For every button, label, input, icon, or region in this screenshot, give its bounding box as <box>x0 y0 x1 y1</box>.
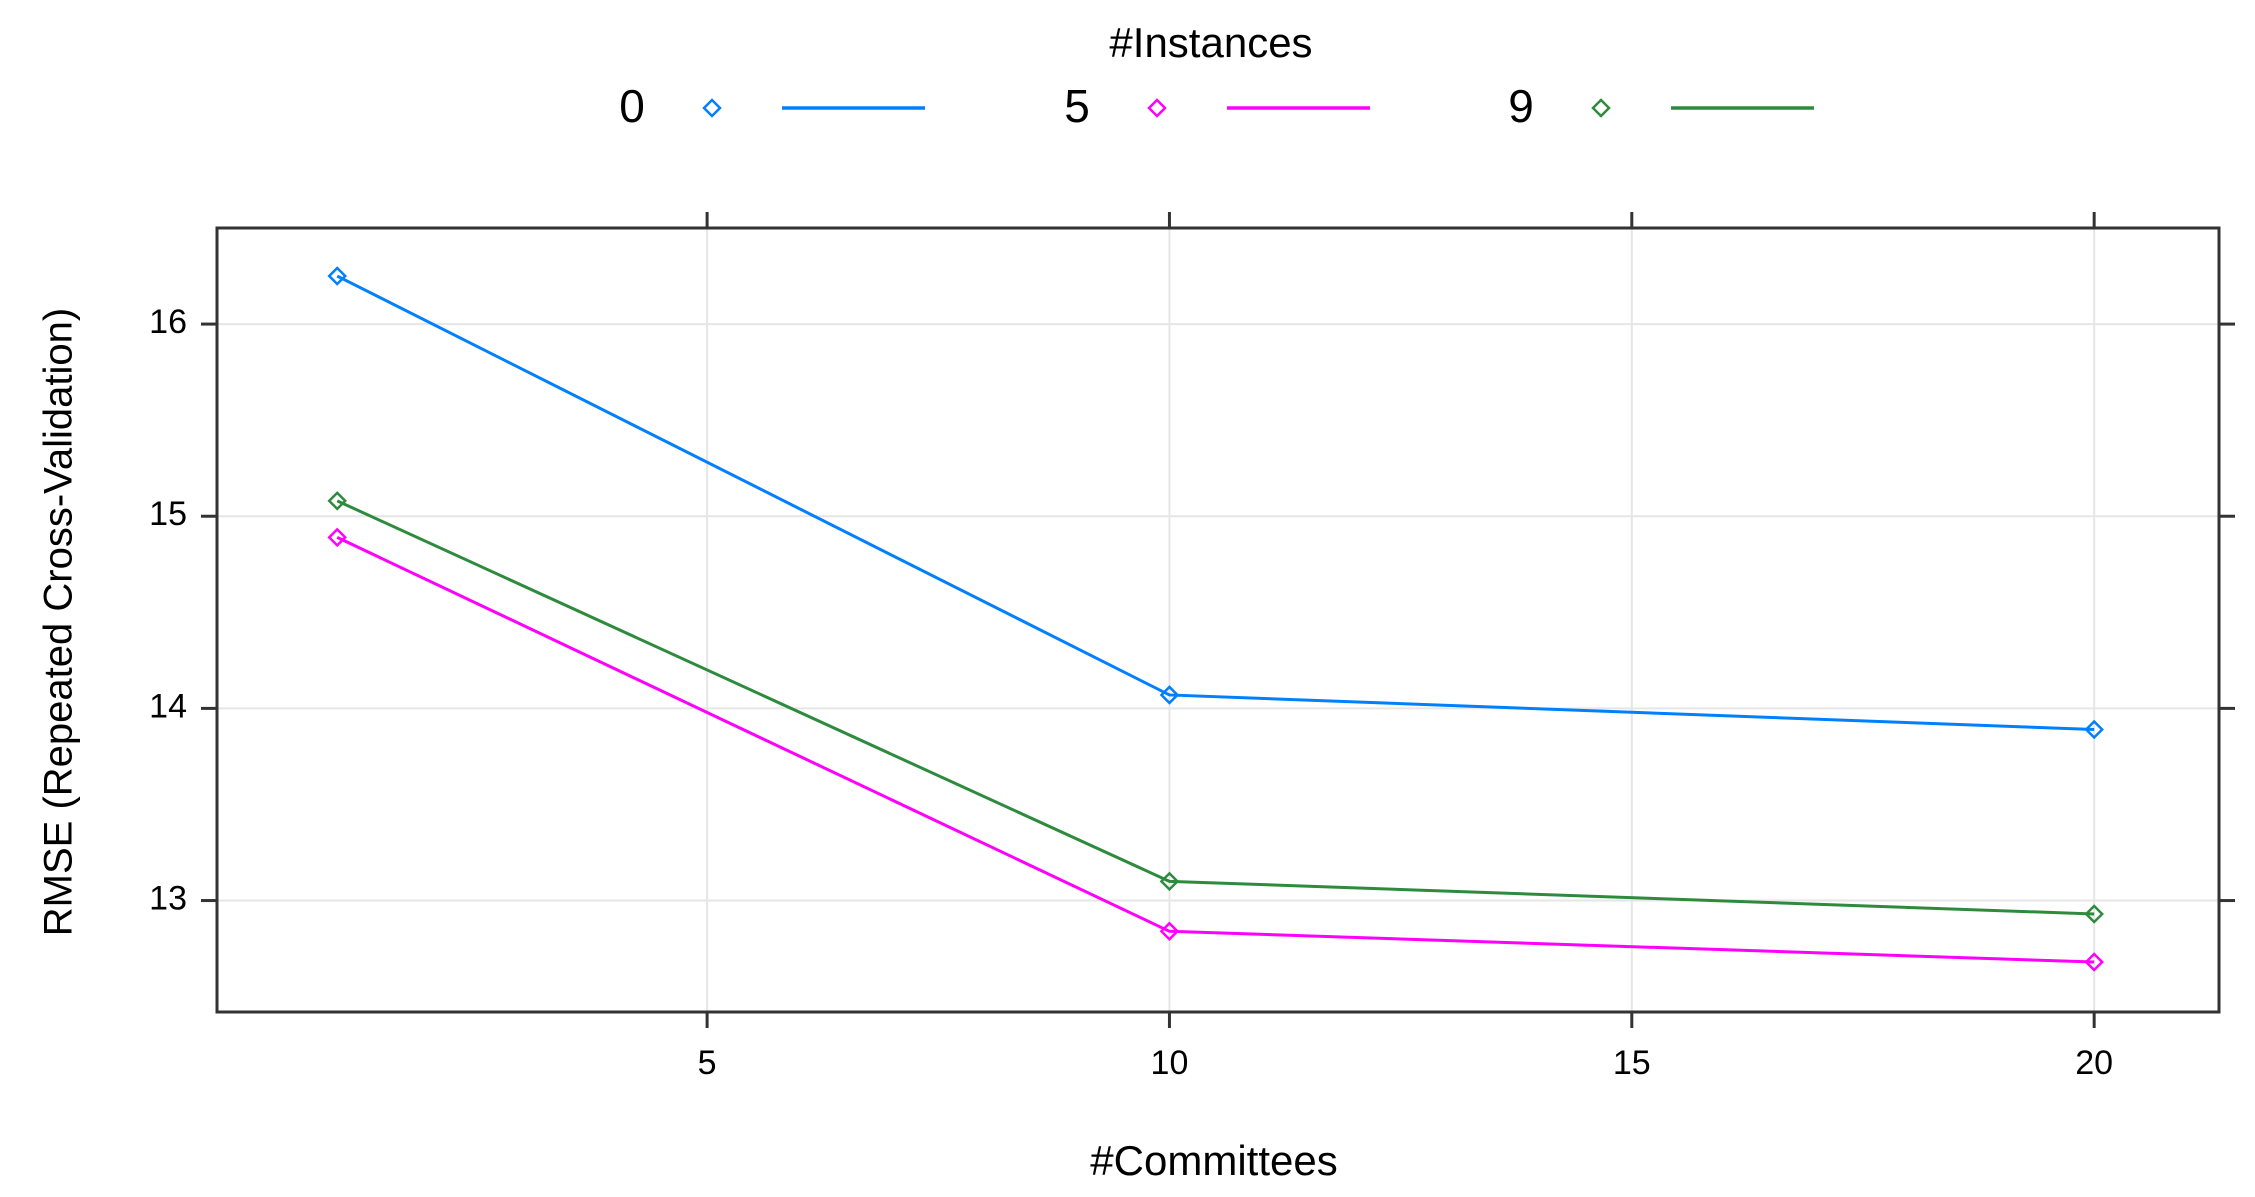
point <box>2084 719 2104 740</box>
legend-label: 0 <box>619 80 645 132</box>
series-line <box>336 536 2095 964</box>
point <box>327 491 347 511</box>
y-tick-label: 14 <box>149 687 187 725</box>
x-tick-label: 15 <box>1613 1044 1651 1082</box>
point <box>2084 952 2104 972</box>
point <box>327 527 347 548</box>
legend-label: 9 <box>1508 80 1534 132</box>
series-line <box>336 499 2095 916</box>
legend-symbol <box>1147 98 1167 118</box>
y-axis-label: RMSE (Repeated Cross-Validation) <box>37 308 81 936</box>
legend-symbol <box>702 98 722 118</box>
x-tick-label: 20 <box>2075 1044 2113 1082</box>
point <box>1159 871 1180 892</box>
x-tick-label: 10 <box>1151 1044 1189 1082</box>
x-tick-label: 5 <box>698 1044 717 1082</box>
y-tick-label: 16 <box>149 303 187 341</box>
point <box>327 266 347 286</box>
y-tick-label: 15 <box>149 495 187 533</box>
legend-title: #Instances <box>1109 19 1312 66</box>
y-tick-label: 13 <box>149 880 187 918</box>
x-axis-label: #Committees <box>1090 1137 1337 1184</box>
point <box>1159 921 1180 942</box>
legend-symbol <box>1591 98 1611 118</box>
point <box>1159 685 1180 705</box>
legend-label: 5 <box>1064 80 1090 132</box>
series-line <box>336 274 2095 732</box>
point <box>2084 904 2104 924</box>
plot-frame <box>215 226 2221 1014</box>
